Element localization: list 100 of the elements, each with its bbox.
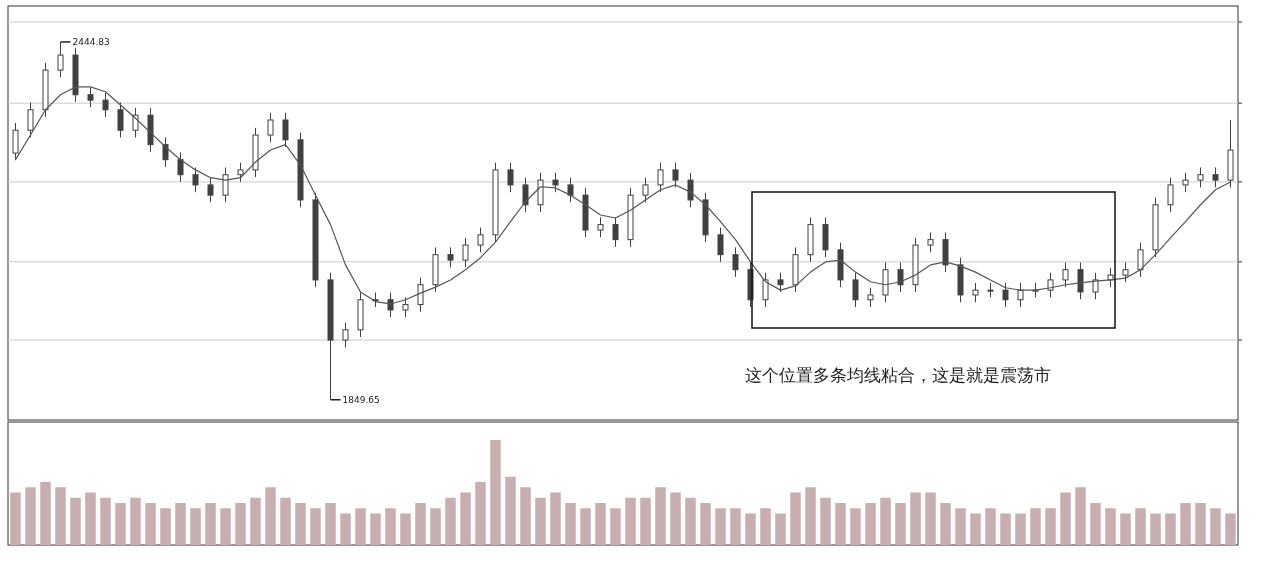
bar (805, 487, 816, 545)
bar (820, 497, 831, 545)
bar (1000, 513, 1011, 545)
candlestick (1137, 242, 1144, 278)
candlestick (657, 162, 664, 193)
bar (460, 492, 471, 545)
bar (115, 503, 126, 545)
bar (340, 513, 351, 545)
bar (25, 487, 36, 545)
candlestick (1197, 166, 1204, 188)
candlestick (462, 237, 469, 268)
candlestick (567, 177, 574, 203)
bar (835, 503, 846, 545)
bar (310, 508, 321, 545)
bar (550, 492, 561, 545)
bar (655, 487, 666, 545)
bar (580, 508, 591, 545)
bar (445, 497, 456, 545)
bar (685, 497, 696, 545)
candlestick (672, 162, 679, 188)
candlestick (207, 177, 214, 203)
bar (670, 492, 681, 545)
bar (1120, 513, 1131, 545)
bar (895, 503, 906, 545)
bar (1225, 513, 1236, 545)
bar (790, 492, 801, 545)
candlestick (447, 246, 454, 268)
candlestick (867, 287, 874, 308)
bar (1210, 508, 1221, 545)
candlestick (57, 41, 64, 78)
bar (175, 503, 186, 545)
candlestick (762, 272, 769, 308)
candlestick (237, 162, 244, 183)
bar (520, 487, 531, 545)
bar (940, 503, 951, 545)
bar (1105, 508, 1116, 545)
candlestick (687, 172, 694, 208)
candlestick (1092, 272, 1099, 300)
candlestick (612, 216, 619, 248)
candlestick (777, 272, 784, 293)
bar (730, 508, 741, 545)
bar (715, 508, 726, 545)
bar (130, 497, 141, 545)
bar (475, 482, 486, 545)
bar (1060, 492, 1071, 545)
bar (595, 503, 606, 545)
bar (190, 508, 201, 545)
bar (145, 503, 156, 545)
bar (250, 497, 261, 545)
bar (400, 513, 411, 545)
bar (160, 508, 171, 545)
bar (1150, 513, 1161, 545)
bar (625, 497, 636, 545)
bar (235, 503, 246, 545)
bar (1030, 508, 1041, 545)
candlestick (192, 166, 199, 193)
bar (205, 503, 216, 545)
candlestick (87, 87, 94, 108)
candlestick (102, 92, 109, 118)
bar (370, 513, 381, 545)
bar (955, 508, 966, 545)
candlestick (12, 122, 19, 161)
bar (220, 508, 231, 545)
bar (1090, 503, 1101, 545)
bar (1180, 503, 1191, 545)
bar (970, 513, 981, 545)
bar (505, 476, 516, 545)
bar (760, 508, 771, 545)
bar (850, 508, 861, 545)
bar (325, 503, 336, 545)
bar (1015, 513, 1026, 545)
bar (490, 440, 501, 545)
candlestick (1047, 272, 1054, 298)
candlestick (552, 172, 559, 193)
candlestick (507, 162, 514, 193)
bar (430, 508, 441, 545)
bar (865, 503, 876, 545)
bar (910, 492, 921, 545)
bar (55, 487, 66, 545)
candlestick (477, 227, 484, 253)
candlestick (1182, 172, 1189, 193)
bar (775, 513, 786, 545)
candlestick (1167, 177, 1174, 213)
candlestick (1062, 261, 1069, 288)
bar (1045, 508, 1056, 545)
candlestick (27, 102, 34, 138)
bar (880, 497, 891, 545)
bar (745, 513, 756, 545)
candlestick (852, 272, 859, 308)
candlestick (1017, 282, 1024, 308)
candlestick (342, 322, 349, 348)
bar (1075, 487, 1086, 545)
annotation: 这个位置多条均线粘合，这是就是震荡市 (745, 365, 1051, 385)
candlestick (162, 136, 169, 168)
candlestick (732, 246, 739, 278)
bar (640, 497, 651, 545)
candlestick (417, 277, 424, 313)
candlestick (117, 102, 124, 138)
candlestick (222, 166, 229, 203)
candlestick (642, 177, 649, 203)
